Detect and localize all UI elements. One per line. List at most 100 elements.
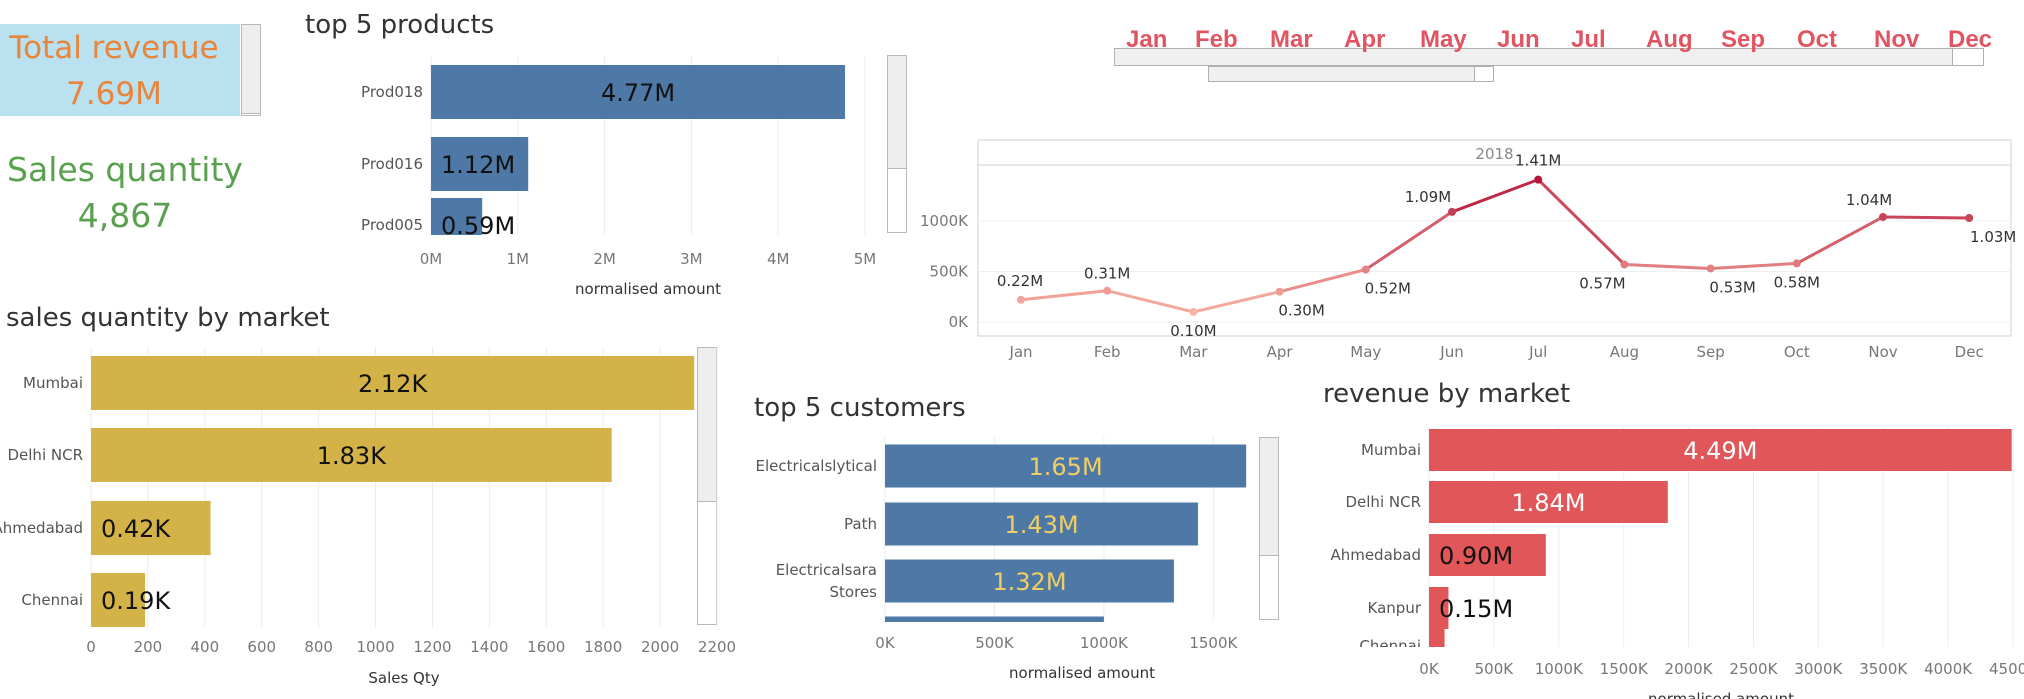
x-tick-label: Aug [1610, 343, 1639, 361]
data-label: 1.09M [1405, 188, 1451, 206]
line-chart-frame [977, 139, 2012, 337]
month-range-handle[interactable] [1474, 66, 1494, 82]
qty-market-scrollbar[interactable] [697, 347, 717, 625]
customers-title: top 5 customers [754, 393, 966, 423]
category-label: Electricalsara Stores [776, 561, 877, 601]
data-label: 0.22M [997, 272, 1043, 290]
bar [431, 137, 529, 191]
bar [91, 573, 146, 627]
x-tick-label: May [1350, 343, 1381, 361]
data-point [1620, 260, 1629, 269]
x-tick-label: 1200 [413, 638, 451, 656]
customers-scrollbar[interactable] [1259, 437, 1279, 620]
x-tick-label: 500K [1475, 660, 1515, 678]
category-label: Ahmedabad [1330, 546, 1421, 564]
products-scrollbar[interactable] [887, 55, 907, 233]
x-tick-label: 0M [420, 250, 443, 268]
data-label: 0.30M [1278, 302, 1324, 320]
y-tick-label: 1000K [920, 212, 969, 230]
x-tick-label: 2500K [1729, 660, 1778, 678]
x-tick-label: 3000K [1794, 660, 1843, 678]
data-label: 1.03M [1970, 228, 2016, 246]
data-label: 0.10M [1170, 322, 1216, 340]
month-filter-item[interactable]: Aug [1646, 26, 1693, 53]
data-label: 1.12M [441, 151, 515, 179]
data-point [1448, 207, 1456, 216]
bar [1429, 481, 1668, 523]
month-filter-item[interactable]: Dec [1948, 26, 1993, 53]
month-filter-item[interactable]: Mar [1270, 26, 1313, 53]
x-tick-label: 2200 [698, 638, 736, 656]
scroll-thumb[interactable] [242, 25, 260, 114]
month-filter-item[interactable]: Oct [1797, 26, 1838, 53]
category-label: Electricalslytical [756, 457, 877, 475]
line-segment [1451, 178, 1539, 214]
x-tick-label: 5M [854, 250, 877, 268]
data-point [1706, 264, 1715, 273]
qty-market-title: sales quantity by market [6, 303, 330, 333]
month-filter-item[interactable]: May [1420, 26, 1467, 53]
month-filter-item[interactable]: Jan [1126, 26, 1168, 53]
data-point [1103, 286, 1112, 295]
bar [91, 356, 695, 410]
revenue-value: 7.69M [66, 76, 162, 112]
line-segment [1364, 210, 1453, 271]
data-point [1189, 307, 1198, 316]
bar [885, 444, 1247, 488]
data-label: 1.83K [317, 442, 387, 470]
x-tick-label: 1800 [584, 638, 622, 656]
y-tick-label: 500K [930, 263, 970, 281]
x-tick-label: 0K [875, 634, 896, 652]
x-tick-label: 1400 [470, 638, 508, 656]
category-label: Prod018 [361, 83, 423, 101]
x-tick-label: 1000K [1535, 660, 1584, 678]
scroll-thumb[interactable] [1260, 438, 1278, 556]
x-tick-label: 1500K [1189, 634, 1238, 652]
data-point [1017, 295, 1025, 304]
data-label: 4.77M [601, 79, 675, 107]
month-filter-item[interactable]: Nov [1874, 26, 1920, 53]
month-range-end[interactable] [1952, 48, 1984, 66]
category-label: Kanpur [1368, 599, 1422, 617]
x-tick-label: Apr [1267, 343, 1294, 361]
data-label: 1.04M [1846, 191, 1892, 209]
x-tick-label: Jan [1008, 343, 1032, 361]
x-tick-label: Sep [1696, 343, 1724, 361]
bar [91, 501, 211, 555]
bar [885, 559, 1174, 603]
month-filter-item[interactable]: Apr [1344, 26, 1386, 53]
line-chart-header: 2018 [1475, 145, 1513, 163]
scroll-thumb[interactable] [698, 348, 716, 502]
y-tick-label: 0K [949, 313, 970, 331]
month-filter-item[interactable]: Jun [1497, 26, 1540, 53]
line-segment [1106, 289, 1194, 314]
x-axis-title: normalised amount [1648, 690, 1794, 699]
month-filter-item[interactable]: Sep [1721, 26, 1766, 53]
data-point [1792, 259, 1801, 268]
data-label: 0.31M [1084, 265, 1130, 283]
x-tick-label: 3M [680, 250, 703, 268]
x-tick-label: 1000K [1080, 634, 1129, 652]
line-segment [1537, 178, 1626, 266]
x-tick-label: 500K [975, 634, 1015, 652]
data-label: 0.59M [441, 212, 515, 240]
month-filter-item[interactable]: Feb [1195, 26, 1238, 53]
data-label: 1.41M [1515, 152, 1561, 170]
revenue-card-scrollbar[interactable] [241, 24, 261, 116]
line-segment [1020, 289, 1108, 302]
data-point [1879, 212, 1887, 221]
x-tick-label: 800 [304, 638, 333, 656]
x-tick-label: 1M [507, 250, 530, 268]
x-tick-label: Jun [1439, 343, 1463, 361]
x-tick-label: 2000 [641, 638, 679, 656]
bar [1429, 625, 1445, 647]
data-label: 1.32M [992, 568, 1066, 596]
x-axis-title: Sales Qty [368, 669, 439, 687]
category-label: Prod005 [361, 216, 423, 234]
data-point [1275, 287, 1284, 296]
x-tick-label: Mar [1179, 343, 1208, 361]
scroll-thumb[interactable] [888, 56, 906, 169]
x-tick-label: 0K [1419, 660, 1440, 678]
data-label: 0.15M [1439, 595, 1513, 623]
month-filter-item[interactable]: Jul [1571, 26, 1606, 53]
